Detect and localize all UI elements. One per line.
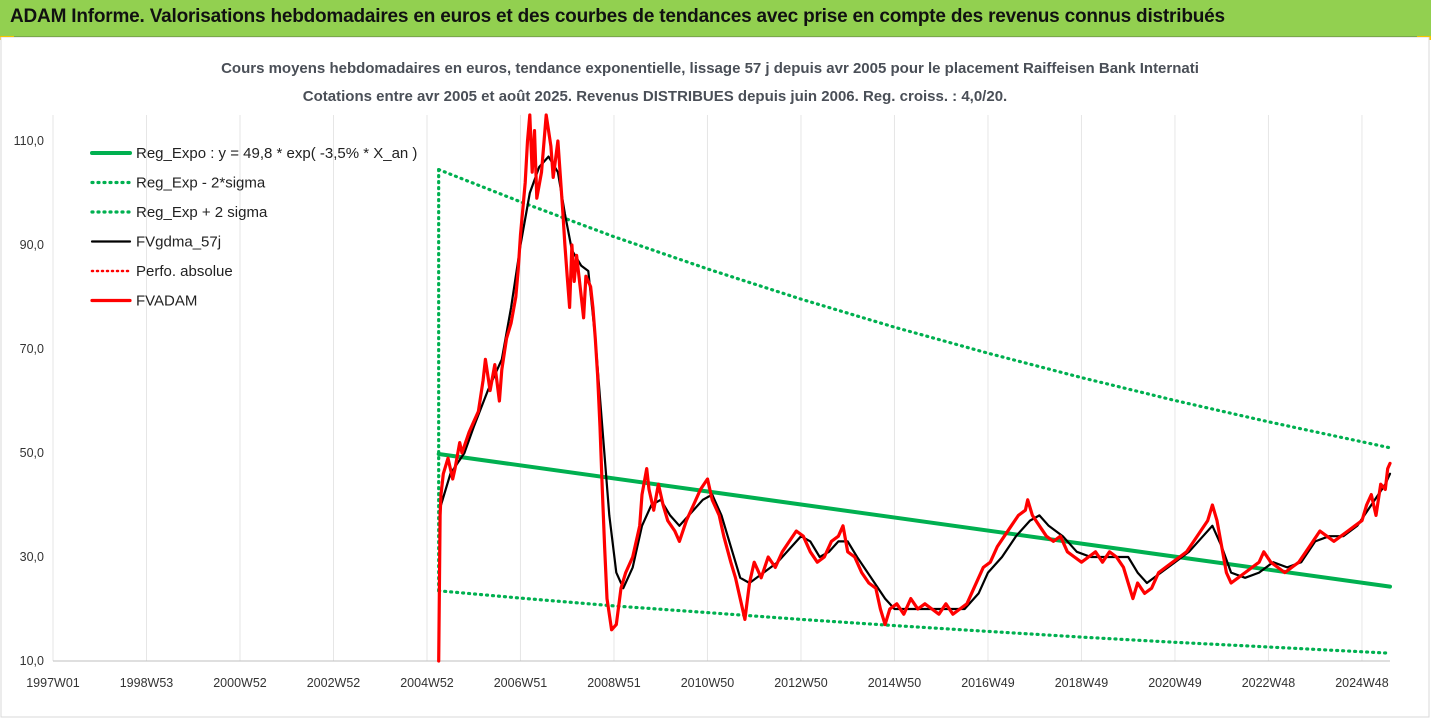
legend-label-perfo: Perfo. absolue — [136, 263, 233, 280]
x-tick-label: 2008W51 — [587, 676, 641, 690]
series-line-fvadam — [437, 113, 1392, 663]
x-tick-label: 2022W48 — [1242, 676, 1296, 690]
x-tick-label: 2016W49 — [961, 676, 1015, 690]
plot-area — [436, 113, 1392, 663]
x-tick-label: 2024W48 — [1335, 676, 1389, 690]
y-tick-label: 10,0 — [20, 654, 44, 668]
banner-title: ADAM Informe. Valorisations hebdomadaire… — [10, 6, 1225, 27]
chart: Cours moyens hebdomadaires en euros, ten… — [0, 37, 1430, 718]
legend-label-lo: Reg_Exp - 2*sigma — [136, 175, 266, 192]
y-axis: 10,0 30,0 50,0 70,0 90,0 110,0 — [14, 134, 44, 668]
y-tick-label: 70,0 — [20, 342, 44, 356]
legend-label-fvg: FVgdma_57j — [136, 234, 221, 251]
legend: Reg_Expo : y = 49,8 * exp( -3,5% * X_an … — [90, 145, 417, 310]
y-tick-label: 90,0 — [20, 238, 44, 252]
x-tick-label: 2006W51 — [494, 676, 548, 690]
banner: ADAM Informe. Valorisations hebdomadaire… — [0, 0, 1431, 37]
x-tick-label: 2014W50 — [868, 676, 922, 690]
y-tick-label: 110,0 — [14, 134, 44, 148]
chart-frame — [0, 37, 1430, 718]
x-tick-label: 2004W52 — [400, 676, 454, 690]
x-tick-label: 2010W50 — [681, 676, 735, 690]
gridlines — [52, 115, 1363, 661]
chart-title: Cours moyens hebdomadaires en euros, ten… — [221, 60, 1199, 77]
x-tick-label: 1998W53 — [120, 676, 174, 690]
x-tick-label: 2002W52 — [307, 676, 361, 690]
x-tick-label: 1997W01 — [26, 676, 80, 690]
x-tick-label: 2020W49 — [1148, 676, 1202, 690]
x-tick-label: 2000W52 — [213, 676, 267, 690]
series-line-hi — [437, 168, 1392, 450]
y-tick-label: 30,0 — [20, 550, 44, 564]
legend-label-fvadam: FVADAM — [136, 293, 197, 310]
series-line-reg — [436, 452, 1392, 589]
series-line-fvg — [439, 155, 1392, 611]
legend-label-reg: Reg_Expo : y = 49,8 * exp( -3,5% * X_an … — [136, 145, 417, 162]
x-tick-label: 2012W50 — [774, 676, 828, 690]
y-tick-label: 50,0 — [20, 446, 44, 460]
series-line-lo — [437, 589, 1392, 655]
x-tick-label: 2018W49 — [1055, 676, 1109, 690]
x-axis: 1997W01 1998W53 2000W52 2002W52 2004W52 2006W… — [26, 660, 1390, 690]
legend-label-hi: Reg_Exp + 2 sigma — [136, 204, 268, 221]
chart-subtitle: Cotations entre avr 2005 et août 2025. R… — [303, 88, 1007, 105]
